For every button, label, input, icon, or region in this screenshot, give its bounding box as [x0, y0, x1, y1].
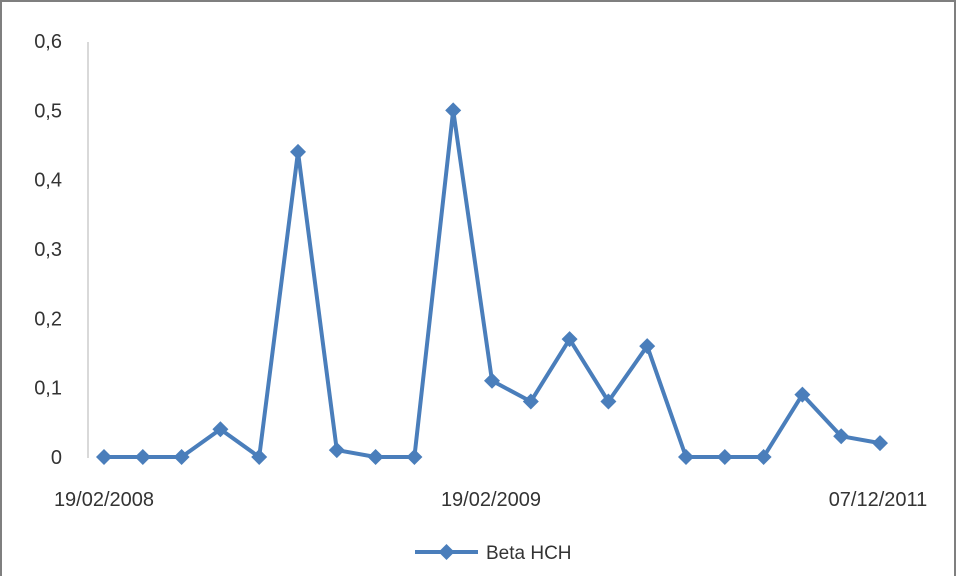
y-tick-label: 0,4 — [34, 170, 62, 192]
data-point — [251, 449, 268, 465]
data-point — [639, 338, 656, 355]
data-point — [328, 442, 345, 459]
data-point — [173, 449, 190, 465]
data-point — [794, 386, 811, 403]
y-tick-label: 0,5 — [34, 100, 62, 122]
y-tick-labels: 0 0,1 0,2 0,3 0,4 0,5 0,6 — [34, 31, 62, 469]
data-point — [600, 393, 617, 410]
legend-label-beta-hch: Beta HCH — [486, 543, 572, 564]
x-tick-label: 07/12/2011 — [829, 489, 928, 511]
data-point — [290, 143, 306, 160]
x-tick-label: 19/02/2009 — [441, 489, 541, 511]
y-tick-label: 0 — [51, 447, 62, 469]
y-tick-label: 0,6 — [34, 31, 62, 53]
data-point — [445, 102, 462, 119]
data-points — [96, 102, 888, 465]
data-point — [872, 435, 888, 452]
y-tick-label: 0,3 — [34, 239, 62, 261]
data-point — [484, 372, 500, 389]
data-point — [522, 393, 539, 410]
x-tick-label: 19/02/2008 — [54, 489, 154, 511]
y-tick-label: 0,1 — [34, 378, 62, 400]
y-tick-label: 0,2 — [34, 308, 62, 330]
legend-marker-swatch — [438, 544, 455, 560]
data-point — [755, 449, 772, 465]
series-line-beta-hch — [104, 108, 881, 459]
data-point — [678, 449, 694, 465]
data-point — [716, 449, 733, 465]
legend: Beta HCH — [415, 543, 572, 564]
data-point — [833, 428, 850, 445]
data-point — [212, 421, 229, 438]
data-point — [367, 449, 384, 465]
data-point — [406, 449, 423, 465]
data-point — [134, 449, 151, 465]
x-tick-labels: 19/02/2008 19/02/2009 07/12/2011 — [54, 489, 927, 511]
data-point — [561, 331, 578, 348]
data-point — [96, 449, 112, 465]
